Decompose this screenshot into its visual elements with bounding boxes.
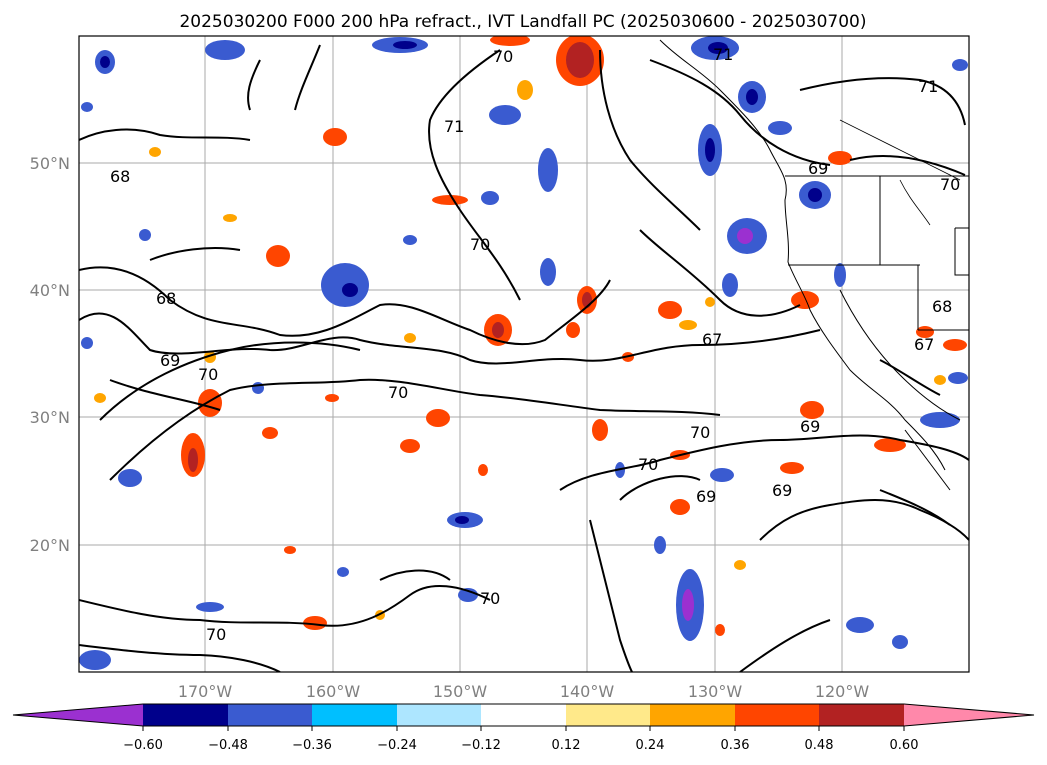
- colorbar-tick-label: 0.24: [636, 738, 665, 753]
- colorbar-segment: [819, 704, 904, 726]
- colorbar: −0.60 −0.48 −0.36 −0.24 −0.12 0.12 0.24 …: [12, 703, 1035, 753]
- latitude-labels: 50°N 40°N 30°N 20°N: [30, 154, 70, 555]
- colorbar-tick-label: 0.48: [805, 738, 834, 753]
- colorbar-segment: [481, 704, 566, 726]
- lon-label: 170°W: [178, 682, 233, 701]
- lat-label: 30°N: [30, 408, 70, 427]
- colorbar-segment: [566, 704, 650, 726]
- contour-label: 70: [940, 175, 960, 194]
- lon-label: 120°W: [815, 682, 870, 701]
- contour-label: 70: [690, 423, 710, 442]
- colorbar-tick-label: 0.36: [721, 738, 750, 753]
- map-frame: [78, 35, 970, 673]
- contour-label: 68: [932, 297, 952, 316]
- coastlines-borders: [659, 39, 969, 491]
- contour-label: 71: [444, 117, 464, 136]
- contour-label: 68: [156, 289, 176, 308]
- colorbar-extend-high: [904, 704, 1034, 726]
- contour-label: 70: [198, 365, 218, 384]
- lon-label: 150°W: [433, 682, 488, 701]
- contour-label: 70: [388, 383, 408, 402]
- lon-label: 140°W: [560, 682, 615, 701]
- lat-label: 20°N: [30, 536, 70, 555]
- colorbar-segment: [650, 704, 735, 726]
- colorbar-segment: [735, 704, 819, 726]
- contour-label: 70: [206, 625, 226, 644]
- colorbar-segment: [312, 704, 397, 726]
- contour-label: 69: [772, 481, 792, 500]
- colorbar-segment: [228, 704, 312, 726]
- contour-label: 67: [702, 330, 722, 349]
- contour-label: 69: [160, 351, 180, 370]
- colorbar-tick-label: −0.60: [123, 738, 163, 753]
- colorbar-ticks: [142, 726, 905, 731]
- colorbar-tick-label: 0.60: [890, 738, 919, 753]
- contour-label: 69: [800, 417, 820, 436]
- colorbar-tick-label: −0.48: [208, 738, 248, 753]
- colorbar-tick-label: −0.24: [377, 738, 417, 753]
- contour-label: 71: [713, 45, 733, 64]
- contour-label: 69: [696, 487, 716, 506]
- map-background: [79, 36, 969, 672]
- contour-label: 69: [808, 159, 828, 178]
- contour-label: 70: [480, 589, 500, 608]
- colorbar-tick-label: −0.36: [292, 738, 332, 753]
- contour-label: 67: [914, 335, 934, 354]
- negative-anomaly-regions: [79, 36, 968, 670]
- contour-label: 68: [110, 167, 130, 186]
- contour-label: 70: [638, 455, 658, 474]
- contour-labels: 70 71 71 68 69 71 70 68 69 70 70 67 68 6…: [110, 45, 960, 644]
- shaded-field: [79, 36, 968, 670]
- colorbar-tick-label: −0.12: [461, 738, 501, 753]
- colorbar-segment: [397, 704, 481, 726]
- refractivity-contours: [79, 44, 969, 672]
- lon-label: 160°W: [306, 682, 361, 701]
- longitude-labels: 170°W 160°W 150°W 140°W 130°W 120°W: [178, 682, 870, 701]
- lat-label: 50°N: [30, 154, 70, 173]
- map-panel: 70 71 71 68 69 71 70 68 69 70 70 67 68 6…: [78, 35, 970, 673]
- colorbar-tick-label: 0.12: [552, 738, 581, 753]
- lat-label: 40°N: [30, 281, 70, 300]
- figure-title: 2025030200 F000 200 hPa refract., IVT La…: [179, 12, 866, 32]
- lon-label: 130°W: [688, 682, 743, 701]
- contour-label: 70: [493, 47, 513, 66]
- positive-anomaly-regions: [94, 36, 967, 636]
- contour-label: 70: [470, 235, 490, 254]
- colorbar-extend-low: [13, 704, 143, 726]
- colorbar-segment: [143, 704, 228, 726]
- contour-label: 71: [918, 77, 938, 96]
